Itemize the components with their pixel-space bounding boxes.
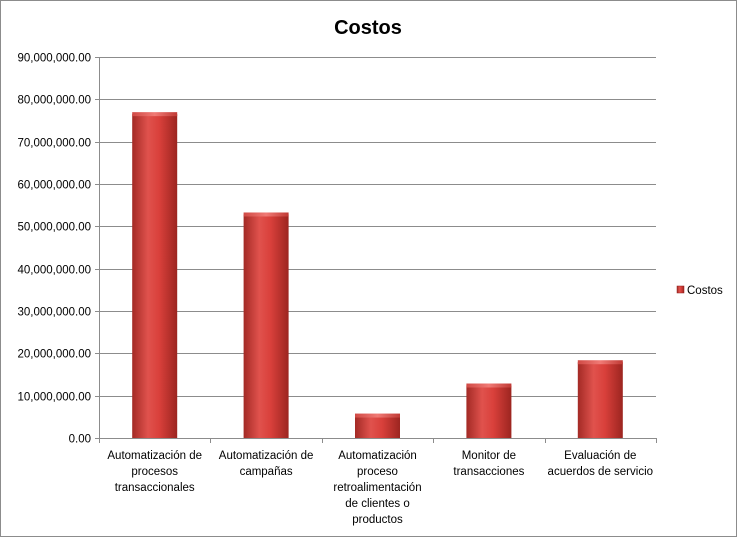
chart-title: Costos [334,17,402,39]
x-tick-label: Evaluación de acuerdos de servicio [548,450,653,478]
y-tick-label: 0.00 [69,434,91,446]
y-tick-label: 90,000,000.00 [17,53,91,65]
y-tick-label: 20,000,000.00 [17,349,91,361]
x-tick-label: Automatización de campañas [219,450,314,478]
legend-swatch [676,285,685,294]
y-tick-label: 10,000,000.00 [17,392,91,404]
x-tick-label: Automatización de procesos transaccionales [107,450,202,494]
bar [243,214,289,438]
y-tick-label: 80,000,000.00 [17,95,91,107]
legend-label: Costos [687,285,723,297]
y-tick-label: 40,000,000.00 [17,265,91,277]
bar [132,114,178,439]
x-tick-label: Automatización proceso retroalimentación de… [333,450,421,526]
x-tick-label: Monitor de transacciones [453,450,524,478]
x-axis-ticks: Automatización de procesos transaccionales… [99,438,657,526]
bar [577,362,623,438]
bar-top [355,413,400,418]
bars [132,112,623,439]
bar [466,385,512,438]
bar-top [243,212,289,217]
bar-top [132,112,178,117]
bar [355,415,400,438]
y-tick-label: 60,000,000.00 [17,180,91,192]
y-tick-label: 70,000,000.00 [17,138,91,150]
bar-top [577,360,623,365]
y-axis-ticks: 0.00 10,000,000.00 20,000,000.00 30,000,000… [17,53,99,446]
axes [99,57,656,439]
y-tick-label: 50,000,000.00 [17,222,91,234]
bar-top [466,383,512,388]
y-tick-label: 30,000,000.00 [17,307,91,319]
legend: Costos [676,285,723,297]
gridlines [99,57,656,397]
